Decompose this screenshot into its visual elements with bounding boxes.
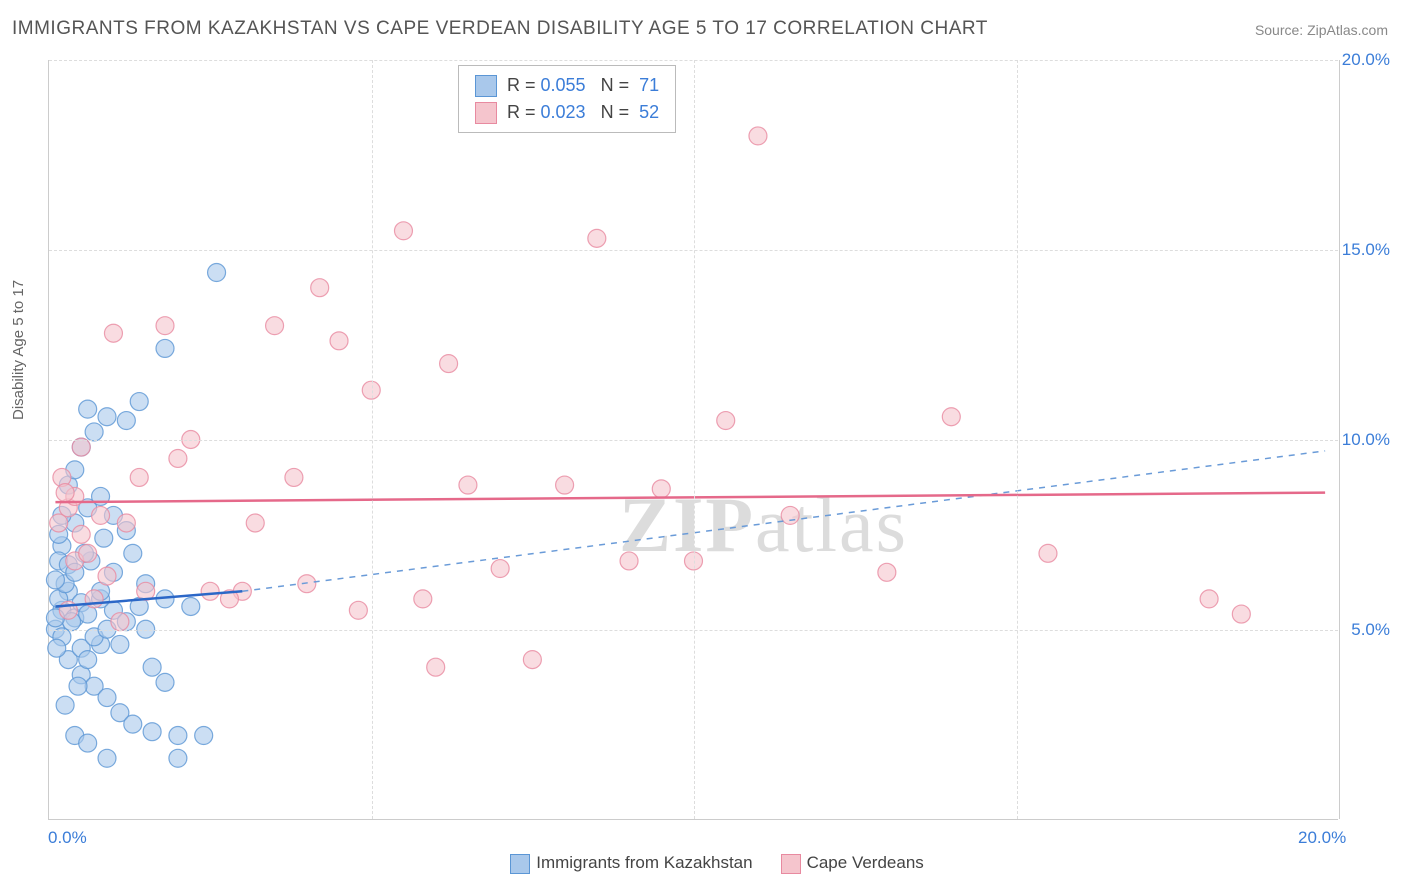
gridline-v (1017, 60, 1018, 819)
gridline-v (694, 60, 695, 819)
series-legend: Immigrants from Kazakhstan Cape Verdeans (0, 853, 1406, 874)
y-tick-label: 20.0% (1342, 50, 1390, 70)
stats-legend-row: R = 0.023 N = 52 (475, 99, 659, 126)
gridline-v (372, 60, 373, 819)
gridline-v (1339, 60, 1340, 819)
legend-label: Cape Verdeans (807, 853, 924, 872)
x-tick-label: 20.0% (1298, 828, 1346, 848)
plot-area: ZIPatlas (48, 60, 1338, 820)
stats-legend: R = 0.055 N = 71R = 0.023 N = 52 (458, 65, 676, 133)
y-axis-label: Disability Age 5 to 17 (10, 280, 27, 420)
source-attribution: Source: ZipAtlas.com (1255, 22, 1388, 38)
y-tick-label: 10.0% (1342, 430, 1390, 450)
stats-legend-row: R = 0.055 N = 71 (475, 72, 659, 99)
legend-swatch (781, 854, 801, 874)
legend-label: Immigrants from Kazakhstan (536, 853, 752, 872)
chart-title: IMMIGRANTS FROM KAZAKHSTAN VS CAPE VERDE… (12, 18, 988, 40)
legend-swatch (510, 854, 530, 874)
y-tick-label: 5.0% (1351, 620, 1390, 640)
x-tick-label: 0.0% (48, 828, 87, 848)
y-tick-label: 15.0% (1342, 240, 1390, 260)
